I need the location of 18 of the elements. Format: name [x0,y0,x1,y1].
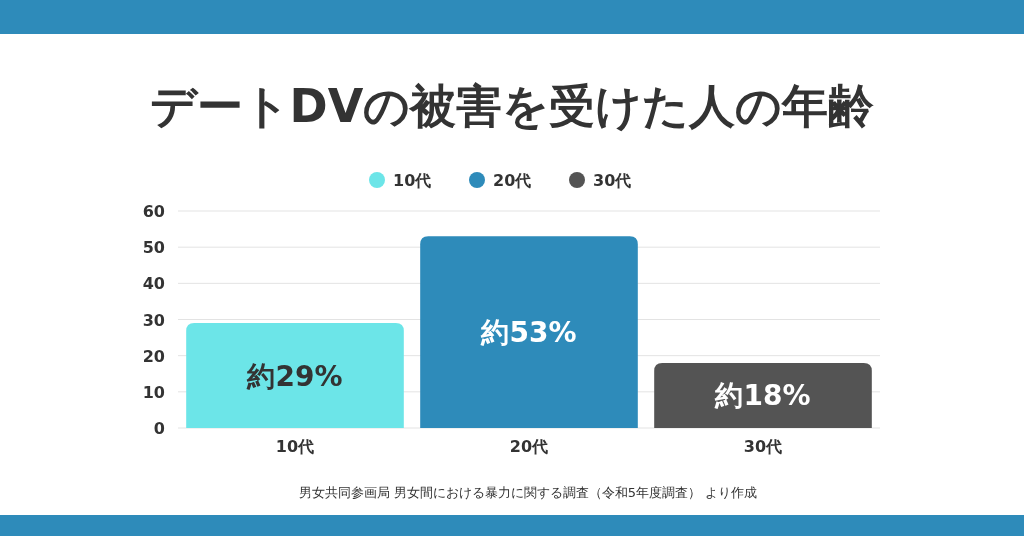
y-tick-label: 20 [142,346,165,366]
y-tick-label: 10 [142,382,165,402]
y-tick-label: 30 [142,310,165,330]
chart-title: デートDVの被害を受けた人の年齢 [149,79,875,133]
legend-label: 10代 [393,171,432,190]
data-label: 約18% [714,379,811,413]
y-tick-label: 40 [142,274,165,294]
text: 男女共同参画局 男女間における暴力に関する調査（令和5年度調査） より作成 [298,485,758,500]
data-label: 約29% [246,359,343,393]
y-tick-label: 60 [142,202,165,221]
legend-label: 20代 [493,171,532,190]
legend-label: 30代 [593,171,632,190]
data-label: 約53% [480,316,577,350]
y-tick-label: 50 [142,238,165,258]
x-tick-label: 10代 [275,437,315,456]
x-tick-label: 30代 [743,437,783,456]
y-tick-label: 0 [153,419,165,438]
x-tick-label: 20代 [509,437,549,456]
